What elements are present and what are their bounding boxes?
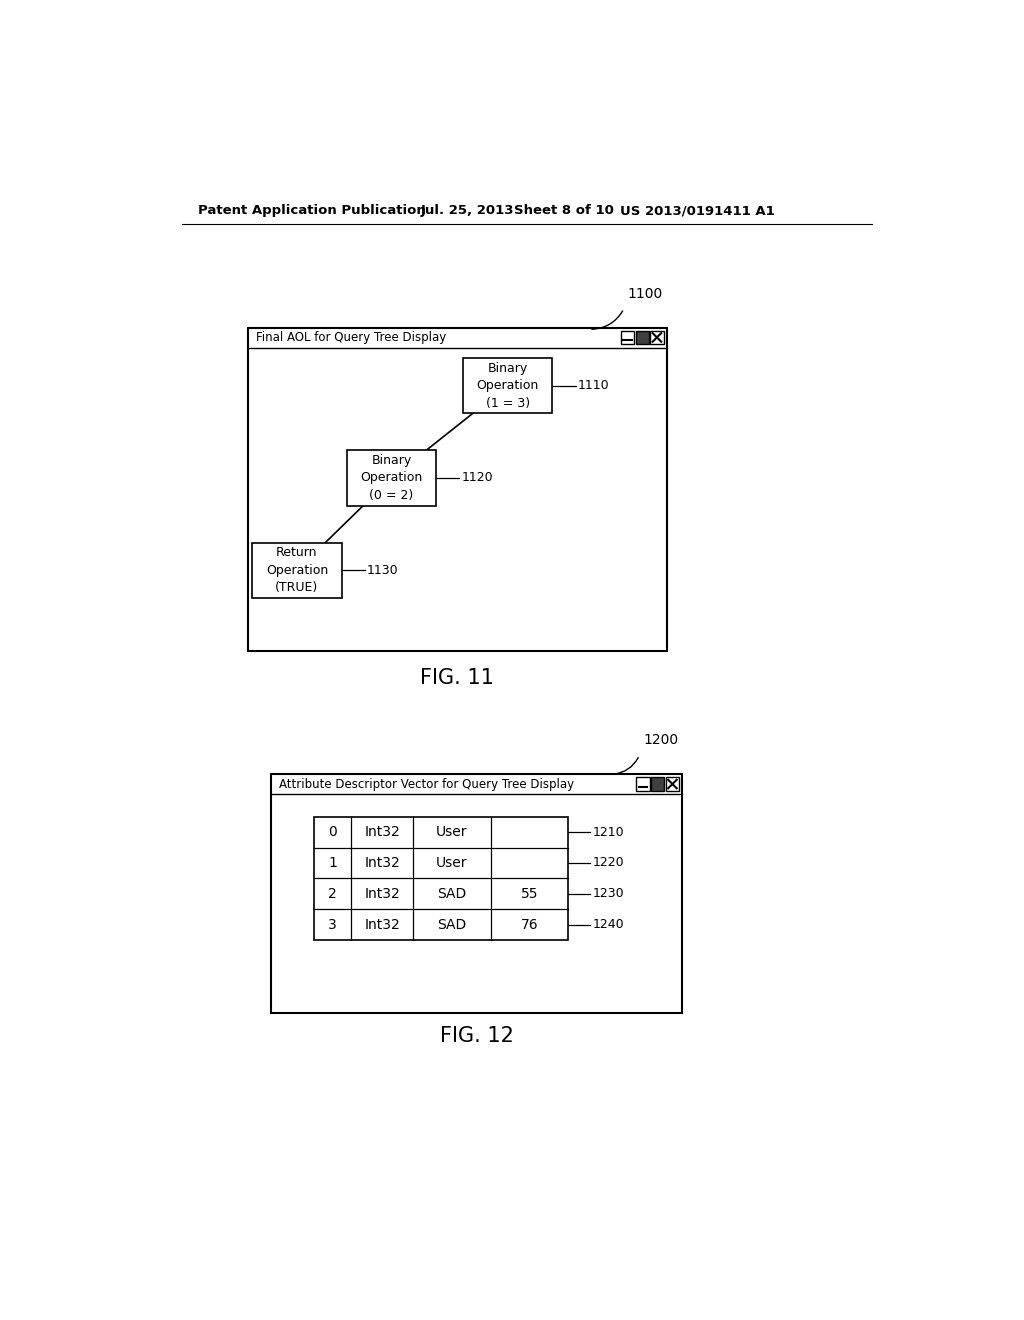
- Text: 55: 55: [520, 887, 539, 900]
- Text: Int32: Int32: [365, 855, 400, 870]
- Bar: [666, 777, 679, 791]
- Text: Binary
Operation
(0 = 2): Binary Operation (0 = 2): [360, 454, 423, 502]
- Text: 3: 3: [329, 917, 337, 932]
- Text: 1200: 1200: [643, 734, 679, 747]
- Bar: [650, 331, 664, 345]
- Bar: [636, 777, 649, 791]
- Text: User: User: [436, 855, 468, 870]
- Bar: [651, 777, 665, 791]
- Text: 1120: 1120: [462, 471, 494, 484]
- Text: User: User: [436, 825, 468, 840]
- Text: Int32: Int32: [365, 887, 400, 900]
- Text: 1240: 1240: [592, 917, 624, 931]
- Text: SAD: SAD: [437, 917, 467, 932]
- Text: 0: 0: [329, 825, 337, 840]
- Bar: [347, 450, 436, 506]
- Bar: [248, 327, 667, 651]
- Text: 1130: 1130: [367, 564, 398, 577]
- Bar: [636, 331, 649, 345]
- Bar: [252, 543, 342, 598]
- Text: Patent Application Publication: Patent Application Publication: [198, 205, 426, 218]
- Text: FIG. 11: FIG. 11: [421, 668, 495, 688]
- Text: Sheet 8 of 10: Sheet 8 of 10: [514, 205, 613, 218]
- Bar: [314, 817, 568, 940]
- Text: 2: 2: [329, 887, 337, 900]
- Text: Int32: Int32: [365, 825, 400, 840]
- Bar: [621, 331, 634, 345]
- Text: Attribute Descriptor Vector for Query Tree Display: Attribute Descriptor Vector for Query Tr…: [280, 777, 574, 791]
- Text: Int32: Int32: [365, 917, 400, 932]
- Text: US 2013/0191411 A1: US 2013/0191411 A1: [621, 205, 775, 218]
- Text: SAD: SAD: [437, 887, 467, 900]
- Text: Binary
Operation
(1 = 3): Binary Operation (1 = 3): [476, 362, 539, 409]
- Text: Final AOL for Query Tree Display: Final AOL for Query Tree Display: [256, 331, 446, 345]
- Text: 1110: 1110: [578, 379, 609, 392]
- Text: 76: 76: [520, 917, 539, 932]
- Bar: [463, 358, 552, 413]
- Text: Return
Operation
(TRUE): Return Operation (TRUE): [266, 546, 328, 594]
- Text: FIG. 12: FIG. 12: [440, 1026, 514, 1047]
- Text: 1: 1: [328, 855, 337, 870]
- Text: 1100: 1100: [628, 286, 664, 301]
- Text: 1230: 1230: [592, 887, 624, 900]
- Text: Jul. 25, 2013: Jul. 25, 2013: [421, 205, 514, 218]
- Text: 1220: 1220: [592, 857, 624, 870]
- Bar: [271, 775, 682, 1014]
- Text: 1210: 1210: [592, 825, 624, 838]
